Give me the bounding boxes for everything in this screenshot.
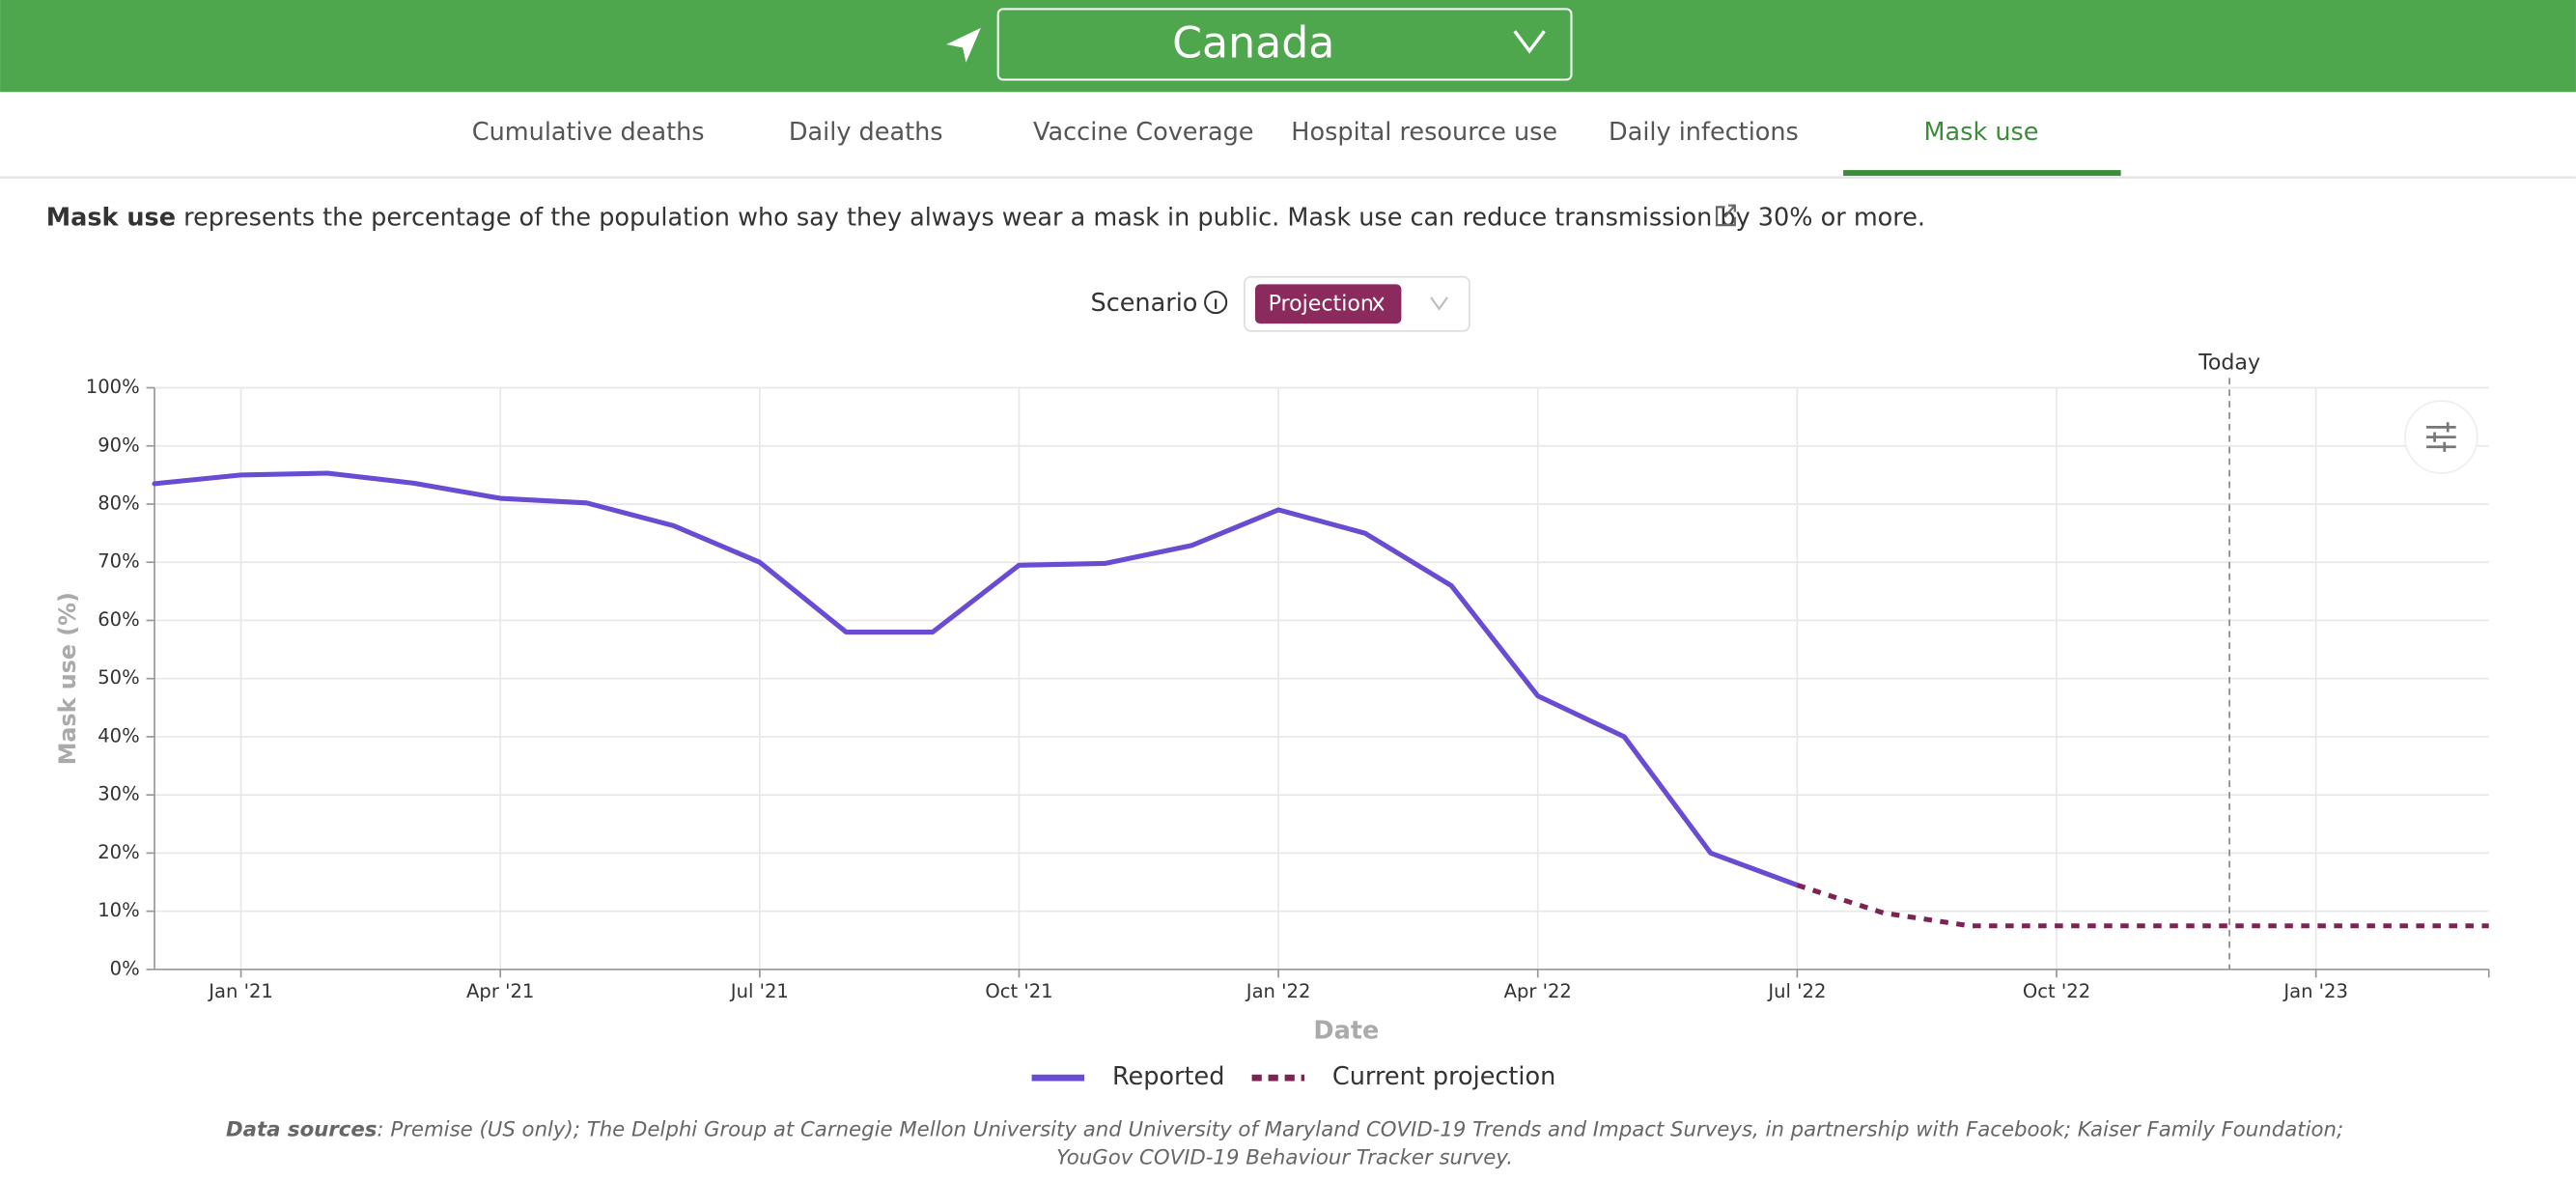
- y-tick-label: 10%: [98, 899, 139, 921]
- x-tick-label: Jul '22: [1766, 980, 1826, 1002]
- x-tick-label: Apr '22: [1504, 980, 1572, 1002]
- scenario-chip[interactable]: [1254, 284, 1402, 324]
- today-label: Today: [2198, 351, 2260, 376]
- tab[interactable]: Daily deaths: [789, 118, 943, 147]
- location-name: Canada: [1172, 19, 1334, 69]
- sources-line-2: YouGov COVID-19 Behaviour Tracker survey…: [1056, 1145, 1513, 1169]
- x-tick-label: Jan '22: [1245, 980, 1311, 1002]
- y-tick-label: 60%: [98, 608, 139, 631]
- x-tick-label: Jan '21: [207, 980, 273, 1002]
- series-line: [152, 470, 1800, 888]
- legend-label: Reported: [1112, 1062, 1224, 1091]
- x-tick-label: Apr '21: [466, 980, 534, 1002]
- y-tick-label: 50%: [98, 666, 139, 689]
- active-tab-underline: [1843, 170, 2121, 177]
- tab[interactable]: Mask use: [1923, 118, 2038, 147]
- tabs: Cumulative deaths Daily deaths Vaccine Cov…: [472, 118, 2039, 147]
- y-tick-label: 100%: [86, 376, 140, 398]
- y-tick-label: 40%: [98, 724, 139, 746]
- y-tick-label: 80%: [98, 492, 139, 514]
- description-term: Mask use: [46, 203, 176, 232]
- header-bar: [0, 0, 2576, 93]
- y-tick-label: 90%: [98, 434, 139, 456]
- settings-icon: [2426, 422, 2456, 452]
- y-tick-label: 70%: [98, 550, 139, 573]
- y-tick-label: 30%: [98, 783, 139, 805]
- dropdown-arrow: [1513, 30, 1546, 54]
- sources-line-1: Data sources: Premise (US only); The Del…: [226, 1118, 2343, 1142]
- x-tick-label: Oct '21: [985, 980, 1052, 1002]
- tab[interactable]: Cumulative deaths: [472, 118, 705, 147]
- y-axis-label: Mask use (%): [54, 592, 81, 765]
- description: Mask use represents the percentage of th…: [46, 203, 1925, 232]
- tab[interactable]: Daily infections: [1609, 118, 1799, 147]
- legend-label: Current projection: [1332, 1062, 1555, 1091]
- dropdown-box[interactable]: [996, 8, 1573, 81]
- x-tick-label: Jan '23: [2282, 980, 2348, 1002]
- scenario-label: Scenario: [1091, 289, 1198, 318]
- select-arrow: [1430, 296, 1448, 311]
- description-text: represents the percentage of the populat…: [176, 203, 1925, 232]
- series-line: [1796, 883, 2489, 929]
- tab[interactable]: Hospital resource use: [1291, 118, 1557, 147]
- tab[interactable]: Vaccine Coverage: [1033, 118, 1253, 147]
- external-link-icon[interactable]: [1715, 204, 1736, 227]
- location-dropdown[interactable]: Canada: [996, 8, 1573, 81]
- sources-label: Data sources: [226, 1118, 377, 1142]
- y-tick-label: 0%: [110, 957, 140, 979]
- location-icon[interactable]: [946, 27, 981, 63]
- sources-text: : Premise (US only); The Delphi Group at…: [377, 1118, 2343, 1142]
- chart: 0% 10% 20% 30% 40% 50% 60% 70% 80% 90% 100% Jan '21…: [54, 351, 2490, 1091]
- y-tick-label: 20%: [98, 841, 139, 863]
- x-axis-label: Date: [1313, 1016, 1379, 1045]
- x-tick-label: Jul '21: [729, 980, 789, 1002]
- scenario-chip-label: Projection: [1269, 291, 1374, 316]
- info-icon[interactable]: [1204, 290, 1228, 315]
- x-tick-label: Oct '22: [2023, 980, 2090, 1002]
- chip-remove-icon[interactable]: [1372, 296, 1385, 312]
